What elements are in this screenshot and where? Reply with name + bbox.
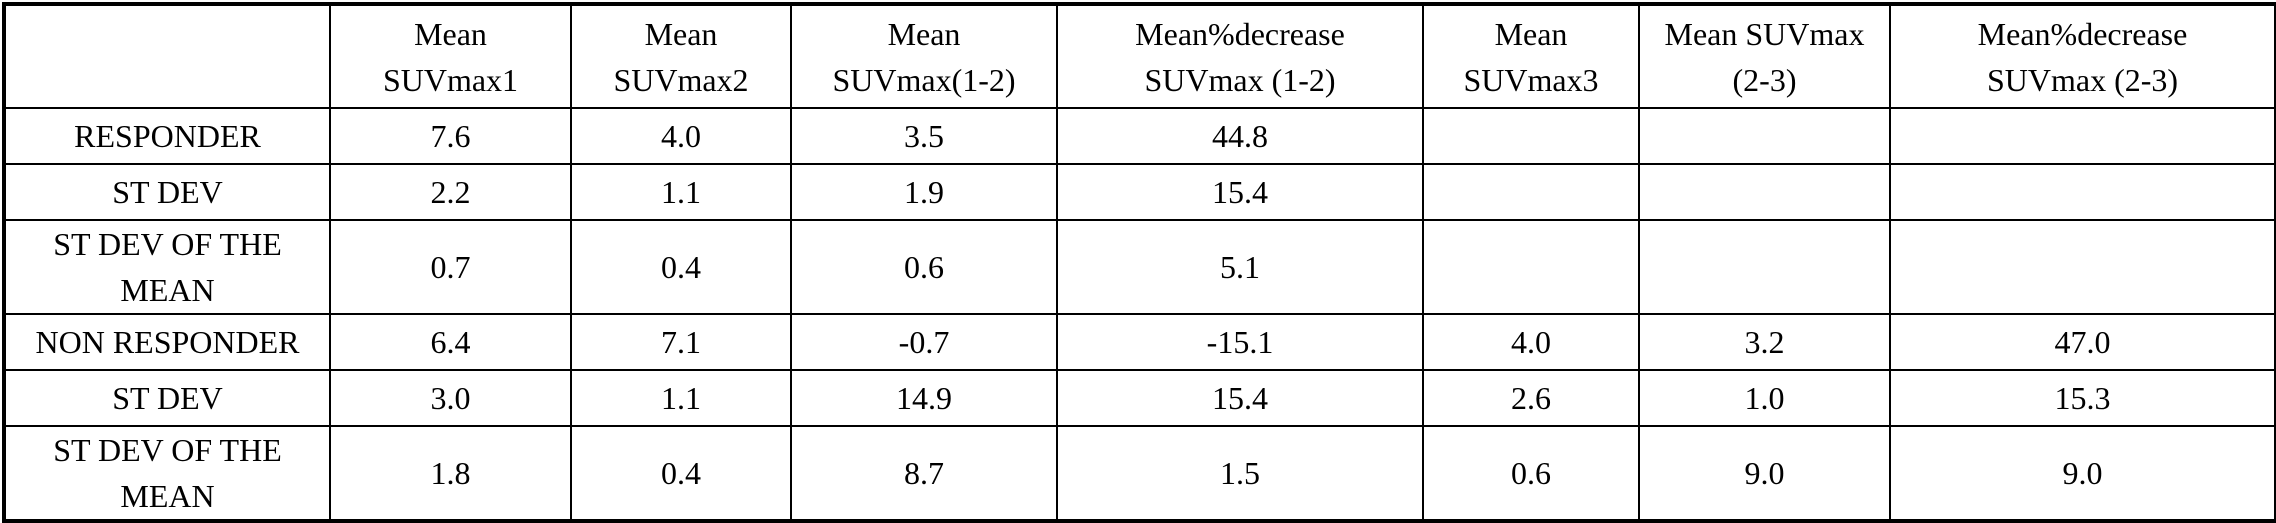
row-label-line: MEAN [120, 478, 215, 514]
row-label-line: ST DEV OF THE [53, 226, 282, 262]
table-cell: 1.1 [570, 163, 792, 221]
header-row: Mean SUVmax1 Mean SUVmax2 Mean SUVmax(1-… [3, 3, 2276, 109]
row-label-line: MEAN [120, 272, 215, 308]
row-label: ST DEV [3, 369, 331, 427]
header-line: SUVmax3 [1463, 61, 1599, 98]
table-cell: -0.7 [790, 313, 1058, 371]
header-line: (2-3) [1732, 61, 1797, 98]
header-cell-corner [3, 3, 331, 109]
table-cell [1638, 219, 1891, 315]
header-line: SUVmax(1-2) [832, 61, 1016, 98]
table-cell: 4.0 [1422, 313, 1640, 371]
row-label: RESPONDER [3, 107, 331, 165]
table-cell: 0.4 [570, 219, 792, 315]
table-cell: 6.4 [329, 313, 572, 371]
table-cell: 47.0 [1889, 313, 2276, 371]
table-cell: 0.7 [329, 219, 572, 315]
header-line: Mean%decrease [1135, 15, 1345, 52]
table-cell: 1.5 [1056, 425, 1424, 522]
table-cell [1889, 163, 2276, 221]
table-row-non-responder-stdev: ST DEV 3.0 1.1 14.9 15.4 2.6 1.0 15.3 [3, 369, 2276, 427]
table-cell: 2.2 [329, 163, 572, 221]
table-cell [1422, 107, 1640, 165]
table-cell: 5.1 [1056, 219, 1424, 315]
table-cell: 9.0 [1889, 425, 2276, 522]
table-cell: 7.6 [329, 107, 572, 165]
header-line: SUVmax1 [382, 61, 519, 98]
table-cell: 0.4 [570, 425, 792, 522]
header-cell-mean-suvmax1: Mean SUVmax1 [329, 3, 572, 109]
row-label: NON RESPONDER [3, 313, 331, 371]
table-cell: 7.1 [570, 313, 792, 371]
table-row-non-responder-sem: ST DEV OF THE MEAN 1.8 0.4 8.7 1.5 0.6 9… [3, 425, 2276, 522]
row-label-line: ST DEV OF THE [53, 432, 282, 468]
table-cell [1422, 219, 1640, 315]
header-cell-mean-suvmax2: Mean SUVmax2 [570, 3, 792, 109]
header-line: SUVmax2 [613, 61, 749, 98]
row-label: ST DEV OF THE MEAN [3, 425, 331, 522]
table-cell: 0.6 [1422, 425, 1640, 522]
header-line: Mean [414, 15, 487, 52]
table-cell: 0.6 [790, 219, 1058, 315]
table-cell: 1.0 [1638, 369, 1891, 427]
header-cell-mean-pct-decrease-1-2: Mean%decrease SUVmax (1-2) [1056, 3, 1424, 109]
table-cell: 15.3 [1889, 369, 2276, 427]
header-cell-mean-suvmax3: Mean SUVmax3 [1422, 3, 1640, 109]
table-cell: 3.5 [790, 107, 1058, 165]
row-label: ST DEV [3, 163, 331, 221]
header-line: Mean [1494, 15, 1568, 52]
table-cell: 15.4 [1056, 163, 1424, 221]
table-row-non-responder: NON RESPONDER 6.4 7.1 -0.7 -15.1 4.0 3.2… [3, 313, 2276, 371]
table-row-responder: RESPONDER 7.6 4.0 3.5 44.8 [3, 107, 2276, 165]
header-cell-mean-suvmax-2-3: Mean SUVmax (2-3) [1638, 3, 1891, 109]
table-cell: 1.9 [790, 163, 1058, 221]
table-cell [1422, 163, 1640, 221]
header-line: Mean [887, 15, 961, 52]
table-cell: 1.1 [570, 369, 792, 427]
header-cell-mean-pct-decrease-2-3: Mean%decrease SUVmax (2-3) [1889, 3, 2276, 109]
table-cell: -15.1 [1056, 313, 1424, 371]
header-line: Mean%decrease [1977, 15, 2188, 52]
table-cell: 2.6 [1422, 369, 1640, 427]
table-cell [1889, 107, 2276, 165]
table-row-responder-sem: ST DEV OF THE MEAN 0.7 0.4 0.6 5.1 [3, 219, 2276, 315]
header-line: Mean SUVmax [1664, 15, 1865, 52]
table-cell [1638, 107, 1891, 165]
table-cell [1889, 219, 2276, 315]
header-line: SUVmax (2-3) [1986, 61, 2179, 98]
table-cell: 8.7 [790, 425, 1058, 522]
header-line: SUVmax (1-2) [1144, 61, 1336, 98]
table-cell: 44.8 [1056, 107, 1424, 165]
table-cell: 3.2 [1638, 313, 1891, 371]
header-line: Mean [644, 15, 718, 52]
table-cell: 3.0 [329, 369, 572, 427]
table-cell: 1.8 [329, 425, 572, 522]
table-cell: 15.4 [1056, 369, 1424, 427]
header-cell-mean-suvmax-1-2: Mean SUVmax(1-2) [790, 3, 1058, 109]
table-cell: 9.0 [1638, 425, 1891, 522]
table-cell: 14.9 [790, 369, 1058, 427]
table-row-responder-stdev: ST DEV 2.2 1.1 1.9 15.4 [3, 163, 2276, 221]
row-label: ST DEV OF THE MEAN [3, 219, 331, 315]
table-cell: 4.0 [570, 107, 792, 165]
table-cell [1638, 163, 1891, 221]
